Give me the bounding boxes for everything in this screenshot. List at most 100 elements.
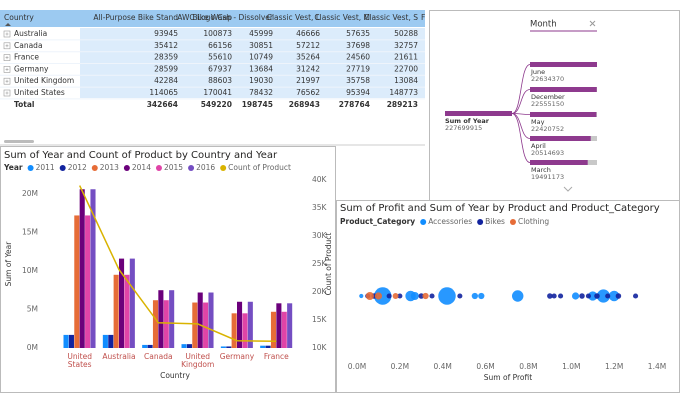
bar: [108, 334, 114, 348]
bar: [203, 302, 209, 348]
y2-tick-label: 35K: [312, 203, 328, 212]
cell: 46666: [296, 29, 320, 38]
node-bar: [530, 160, 588, 165]
legend-swatch: [155, 165, 162, 171]
row-header: Australia: [14, 29, 47, 38]
cell: 28599: [154, 64, 178, 73]
bar: [119, 258, 125, 348]
cell: 42284: [154, 76, 178, 85]
cell: 13084: [394, 76, 418, 85]
bubble: [359, 293, 364, 299]
bar: [231, 313, 237, 348]
node-label: March: [531, 166, 551, 174]
cell: 88603: [208, 76, 232, 85]
x-tick-label: United Kingdom: [181, 352, 214, 369]
legend-swatch: [27, 165, 34, 171]
legend-swatch: [420, 219, 427, 225]
bar: [68, 334, 74, 348]
bar: [208, 292, 214, 348]
x-tick-label: 0.2M: [391, 362, 409, 371]
bar: [129, 258, 135, 348]
cell: 170041: [203, 88, 232, 97]
y2-tick-label: 25K: [312, 259, 328, 268]
x-tick-label: 1.4M: [648, 362, 666, 371]
expand-icon-plus: [5, 79, 9, 83]
cell: 66156: [208, 41, 232, 50]
total-cell: 268943: [289, 100, 320, 109]
node-value: 20514693: [531, 149, 564, 157]
cell: 24560: [346, 53, 370, 62]
bubble: [386, 293, 392, 299]
total-cell: 198745: [242, 100, 273, 109]
expand-icon: [3, 66, 11, 73]
legend-label: 2012: [68, 163, 87, 172]
cell: 21997: [296, 76, 320, 85]
bubble: [579, 293, 585, 299]
total-label: Total: [14, 100, 35, 109]
cell: 100873: [203, 29, 232, 38]
y-tick-label: 5M: [27, 304, 38, 313]
legend-label: 2011: [36, 163, 55, 172]
connector: [511, 64, 531, 114]
bar: [169, 290, 175, 348]
x-axis-title: Sum of Profit: [484, 373, 532, 382]
bar: [85, 215, 91, 348]
legend-label: 2015: [164, 163, 183, 172]
bar: [90, 189, 96, 348]
tree-field[interactable]: Month: [530, 20, 557, 30]
y2-axis-title: Count of Product: [324, 233, 333, 296]
bubble: [551, 293, 557, 299]
bar: [142, 344, 148, 348]
cell: 55610: [208, 53, 232, 62]
legend-swatch: [477, 219, 484, 225]
node-bar: [530, 112, 597, 117]
bubble: [365, 291, 374, 301]
legend-swatch: [509, 219, 516, 225]
bar: [276, 303, 282, 348]
bar: [197, 292, 203, 348]
close-icon[interactable]: [589, 20, 596, 27]
cell: 13684: [249, 64, 273, 73]
cell: 22700: [394, 64, 418, 73]
bar: [192, 302, 198, 348]
x-tick-label: 0.4M: [434, 362, 452, 371]
legend-label: Count of Product: [228, 163, 291, 172]
total-cell: 342664: [147, 100, 178, 109]
column-header: Fe: [421, 13, 430, 22]
node-label: June: [530, 68, 545, 76]
bubble: [633, 293, 639, 299]
cell: 45999: [249, 29, 273, 38]
cell: 35758: [346, 76, 370, 85]
cell: 21611: [394, 53, 418, 62]
y2-tick-label: 20K: [312, 287, 328, 296]
bar: [220, 346, 226, 348]
bubble: [410, 291, 419, 301]
node-bar: [530, 87, 597, 92]
cell: 57212: [296, 41, 320, 50]
row-header: France: [14, 53, 39, 62]
chart-title: Sum of Profit and Sum of Year by Product…: [340, 203, 660, 214]
bubble: [608, 290, 620, 302]
scrollbar[interactable]: [4, 140, 34, 143]
bubble: [397, 293, 403, 299]
expand-icon-plus: [5, 67, 9, 71]
sort-icon: [5, 23, 11, 26]
total-cell: 549220: [201, 100, 232, 109]
row-header: Canada: [14, 41, 43, 50]
matrix: Country All-Purpose Bike Stand AWC Logo Ca…: [0, 10, 430, 109]
expand-chevron[interactable]: [563, 186, 573, 192]
bar: [242, 313, 248, 348]
bar: [247, 301, 253, 348]
connector: [511, 89, 531, 114]
node-value: 22555150: [531, 100, 564, 108]
node-bar: [530, 136, 591, 141]
bubble: [471, 292, 478, 300]
cell: 78432: [249, 88, 273, 97]
column-header: Bike Wash - Dissolver: [193, 13, 274, 22]
x-tick-label: Australia: [102, 352, 135, 361]
bar: [237, 301, 243, 348]
expand-icon-plus: [5, 91, 9, 95]
bubble: [422, 292, 429, 300]
bar: [287, 303, 293, 348]
